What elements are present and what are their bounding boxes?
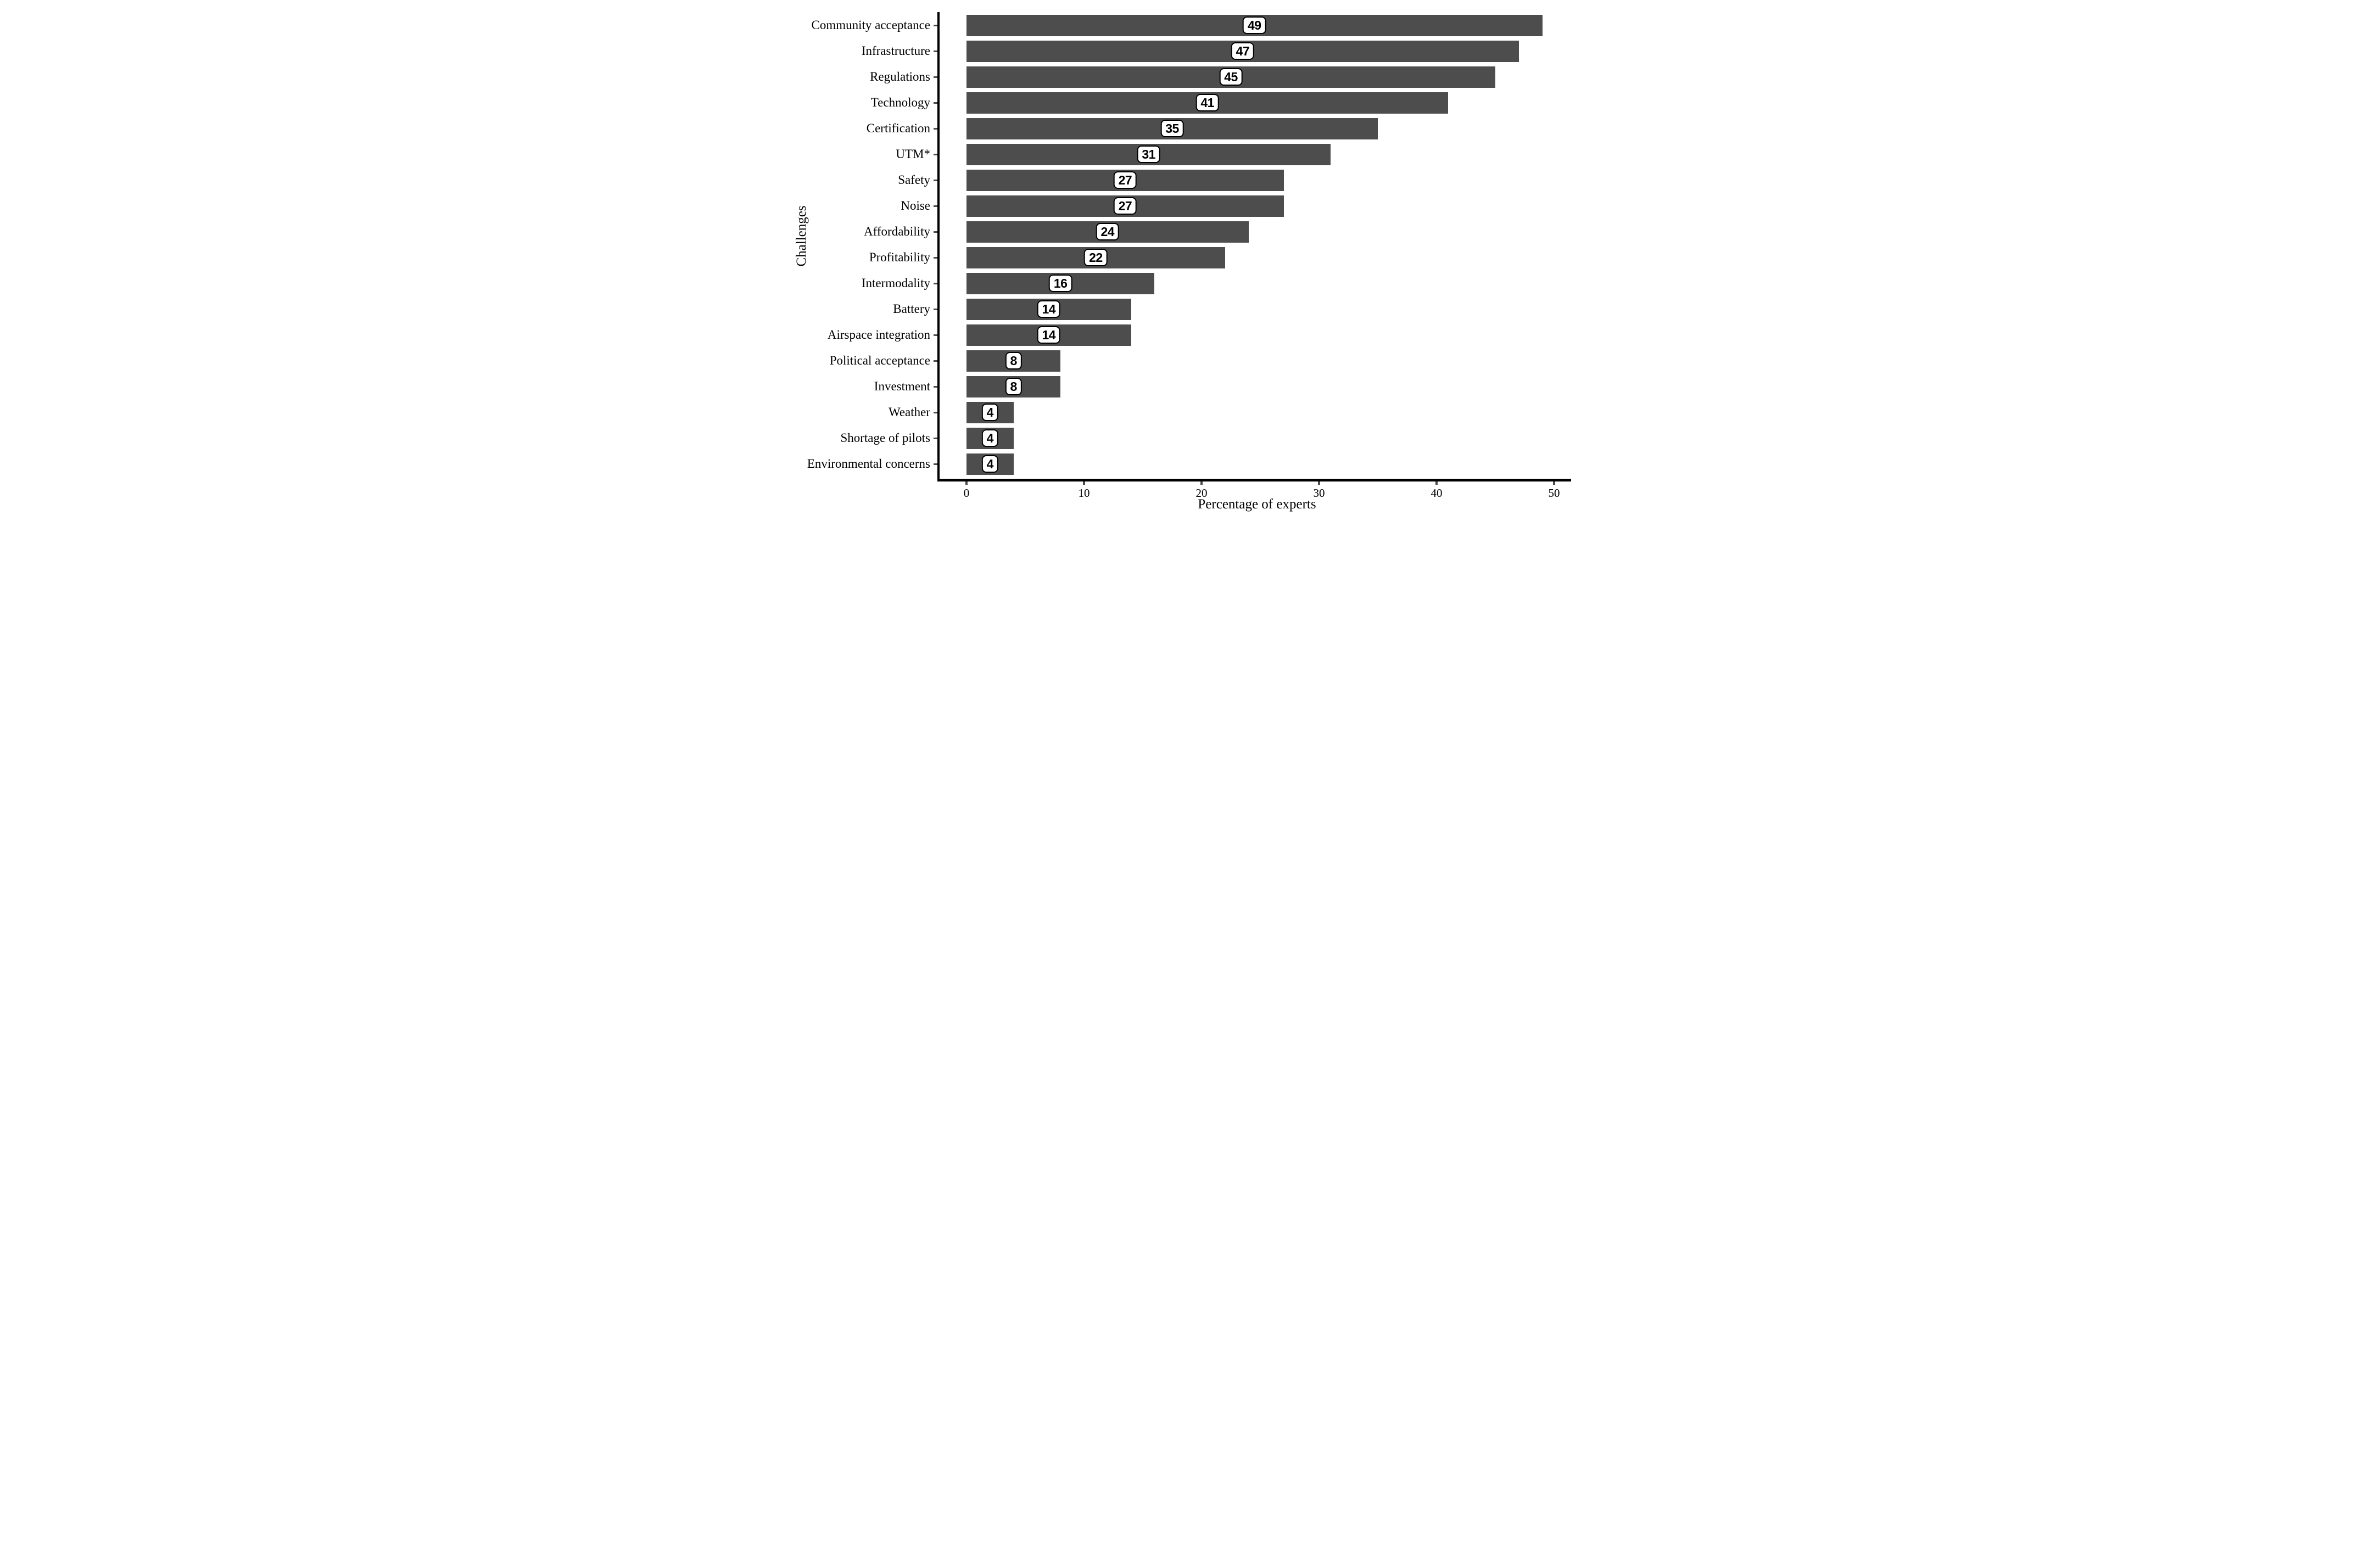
category-label: Battery bbox=[893, 302, 930, 316]
y-tick-mark bbox=[934, 24, 937, 26]
y-tick-mark bbox=[934, 463, 937, 465]
value-label: 14 bbox=[1037, 300, 1061, 318]
x-tick-label: 10 bbox=[1078, 486, 1090, 500]
x-tick-label: 30 bbox=[1313, 486, 1325, 500]
y-tick-mark bbox=[934, 334, 937, 336]
x-tick-mark bbox=[1435, 481, 1438, 485]
category-label: Affordability bbox=[864, 225, 930, 238]
category-label: UTM* bbox=[896, 147, 930, 161]
x-tick-mark bbox=[1200, 481, 1203, 485]
x-tick-label: 0 bbox=[963, 486, 970, 500]
category-label: Airspace integration bbox=[827, 328, 930, 341]
value-label: 4 bbox=[981, 455, 998, 473]
category-label: Regulations bbox=[870, 70, 930, 83]
category-label: Community acceptance bbox=[811, 18, 930, 32]
category-label: Investment bbox=[874, 379, 930, 393]
value-label: 27 bbox=[1113, 171, 1137, 189]
value-label: 14 bbox=[1037, 326, 1061, 344]
y-tick-mark bbox=[934, 50, 937, 52]
value-label: 8 bbox=[1005, 352, 1022, 369]
value-label: 24 bbox=[1096, 223, 1120, 240]
y-tick-mark bbox=[934, 153, 937, 155]
x-tick-label: 20 bbox=[1195, 486, 1208, 500]
x-tick-mark bbox=[1553, 481, 1555, 485]
y-tick-mark bbox=[934, 205, 937, 207]
x-axis-title: Percentage of experts bbox=[1198, 497, 1316, 512]
x-tick-label: 50 bbox=[1548, 486, 1560, 500]
category-label: Noise bbox=[901, 199, 930, 212]
category-label: Technology bbox=[870, 96, 930, 109]
category-label: Shortage of pilots bbox=[840, 431, 930, 445]
value-label: 49 bbox=[1243, 16, 1266, 34]
value-label: 45 bbox=[1219, 68, 1243, 86]
category-label: Political acceptance bbox=[829, 354, 930, 367]
category-label: Intermodality bbox=[861, 276, 930, 290]
value-label: 4 bbox=[981, 429, 998, 447]
value-label: 22 bbox=[1084, 249, 1108, 266]
value-label: 35 bbox=[1160, 120, 1184, 137]
value-label: 31 bbox=[1137, 145, 1160, 163]
y-axis-line bbox=[937, 12, 940, 481]
y-tick-mark bbox=[934, 102, 937, 104]
x-tick-mark bbox=[1083, 481, 1085, 485]
bar-chart: Challenges Community acceptance 49 Infrast… bbox=[790, 0, 1579, 523]
y-tick-mark bbox=[934, 231, 937, 233]
y-tick-mark bbox=[934, 385, 937, 388]
y-tick-mark bbox=[934, 256, 937, 259]
y-tick-mark bbox=[934, 282, 937, 284]
y-tick-mark bbox=[934, 308, 937, 310]
y-tick-mark bbox=[934, 179, 937, 181]
value-label: 47 bbox=[1231, 42, 1255, 60]
category-label: Certification bbox=[866, 121, 930, 135]
y-tick-mark bbox=[934, 360, 937, 362]
x-tick-mark bbox=[1318, 481, 1320, 485]
y-tick-mark bbox=[934, 76, 937, 78]
value-label: 27 bbox=[1113, 197, 1137, 215]
value-label: 16 bbox=[1048, 275, 1072, 292]
value-label: 4 bbox=[981, 404, 998, 421]
value-label: 41 bbox=[1195, 94, 1219, 111]
x-axis-line bbox=[937, 479, 1571, 481]
y-tick-mark bbox=[934, 127, 937, 130]
y-tick-mark bbox=[934, 437, 937, 439]
x-tick-mark bbox=[965, 481, 968, 485]
category-label: Weather bbox=[888, 405, 930, 419]
x-tick-label: 40 bbox=[1431, 486, 1443, 500]
category-label: Infrastructure bbox=[861, 44, 930, 58]
y-tick-mark bbox=[934, 411, 937, 413]
value-label: 8 bbox=[1005, 378, 1022, 395]
category-label: Safety bbox=[898, 173, 930, 187]
category-label: Profitability bbox=[869, 250, 930, 264]
category-label: Environmental concerns bbox=[807, 457, 930, 471]
